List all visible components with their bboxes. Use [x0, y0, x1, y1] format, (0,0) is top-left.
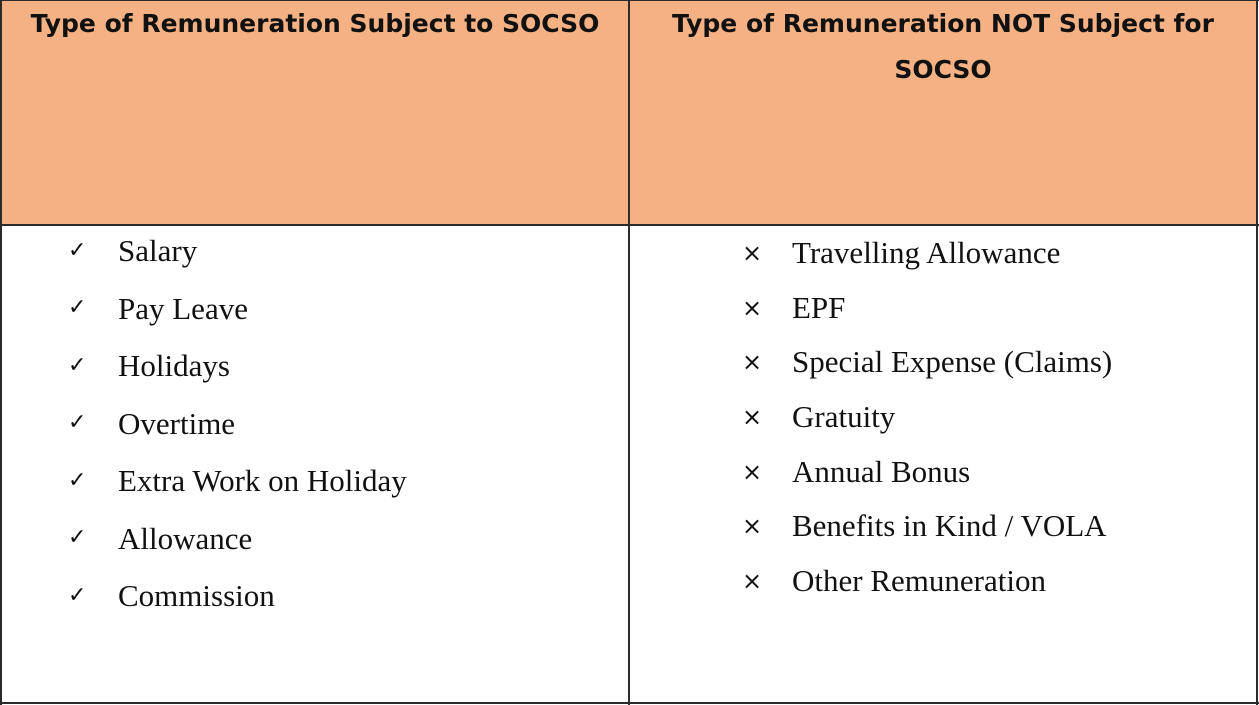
check-icon: ✓ [68, 467, 87, 493]
check-icon: ✓ [68, 295, 87, 321]
header-not-subject-label-line2: SOCSO [894, 55, 992, 84]
list-item: × Other Remuneration [742, 558, 1112, 613]
list-item: ✓ Overtime [68, 401, 407, 459]
list-item: × Annual Bonus [742, 449, 1112, 504]
list-item-label: Overtime [118, 405, 236, 441]
header-subject-to-socso: Type of Remuneration Subject to SOCSO [2, 1, 628, 224]
list-item: × Gratuity [742, 394, 1112, 449]
list-item-label: Allowance [118, 520, 253, 556]
list-item: ✓ Extra Work on Holiday [68, 458, 407, 516]
header-subject-label: Type of Remuneration Subject to SOCSO [30, 9, 600, 38]
header-not-subject-to-socso: Type of Remuneration NOT Subject for SOC… [630, 1, 1256, 224]
table-header-divider [0, 224, 1259, 226]
list-item: ✓ Allowance [68, 516, 407, 574]
table-column-divider [628, 0, 630, 705]
list-item: × Travelling Allowance [742, 230, 1112, 285]
check-icon: ✓ [68, 525, 87, 551]
list-item: × EPF [742, 285, 1112, 340]
cross-icon: × [742, 567, 763, 596]
cross-icon: × [742, 238, 763, 267]
list-item-label: Pay Leave [118, 290, 248, 326]
list-item-label: Special Expense (Claims) [792, 344, 1113, 380]
list-item-label: Holidays [118, 347, 230, 383]
list-item-label: Travelling Allowance [792, 234, 1061, 270]
list-item-label: Salary [118, 232, 198, 268]
list-item: ✓ Holidays [68, 343, 407, 401]
list-item-label: Extra Work on Holiday [118, 462, 407, 498]
table-border-left [0, 0, 2, 705]
not-subject-items-list: × Travelling Allowance × EPF × Special Expe… [742, 230, 1112, 613]
list-item-label: Benefits in Kind / VOLA [792, 508, 1107, 544]
list-item: × Special Expense (Claims) [742, 339, 1112, 394]
header-not-subject-label-line1: Type of Remuneration NOT Subject for [672, 9, 1214, 38]
list-item: ✓ Salary [68, 228, 407, 286]
cross-icon: × [742, 457, 763, 486]
list-item-label: Commission [118, 577, 275, 613]
cross-icon: × [742, 348, 763, 377]
list-item-label: Other Remuneration [792, 563, 1046, 599]
check-icon: ✓ [68, 237, 87, 263]
check-icon: ✓ [68, 410, 87, 436]
subject-items-list: ✓ Salary ✓ Pay Leave ✓ Holidays ✓ Overtime ✓… [68, 228, 407, 631]
list-item: ✓ Pay Leave [68, 286, 407, 344]
cross-icon: × [742, 402, 763, 431]
table-border-right [1256, 0, 1258, 705]
check-icon: ✓ [68, 582, 87, 608]
list-item-label: Annual Bonus [792, 453, 971, 489]
check-icon: ✓ [68, 352, 87, 378]
list-item-label: EPF [792, 289, 846, 325]
cross-icon: × [742, 293, 763, 322]
cross-icon: × [742, 512, 763, 541]
list-item: × Benefits in Kind / VOLA [742, 503, 1112, 558]
list-item: ✓ Commission [68, 573, 407, 631]
list-item-label: Gratuity [792, 398, 896, 434]
